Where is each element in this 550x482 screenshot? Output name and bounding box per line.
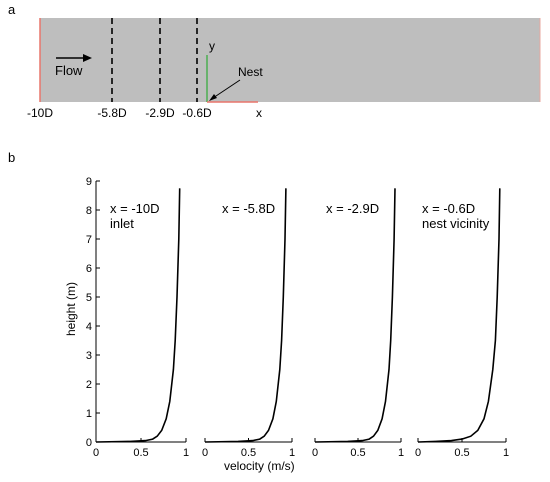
velocity-profile-line xyxy=(314,188,396,443)
profile-title: x = -0.6D xyxy=(422,201,475,216)
y-tick-label: 5 xyxy=(86,292,92,304)
profile-panel-2: 0 0.5 1 x = -5.8D xyxy=(202,188,295,459)
y-tick-label: 9 xyxy=(86,176,92,188)
section-lines: -10D -5.8D -2.9D -0.6D xyxy=(27,18,212,120)
flow-label: Flow xyxy=(55,63,83,78)
x-tick-label: 0.5 xyxy=(454,447,469,459)
section-label-s3: -2.9D xyxy=(145,106,175,120)
axis-x-label: x xyxy=(256,106,262,120)
x-tick-label: 0 xyxy=(202,447,208,459)
x-tick-label: 0 xyxy=(415,447,421,459)
y-tick-label: 8 xyxy=(86,205,92,217)
y-tick-label: 4 xyxy=(86,321,92,333)
y-tick-label: 1 xyxy=(86,408,92,420)
x-tick-label: 1 xyxy=(398,447,404,459)
flow-domain xyxy=(40,18,540,102)
nest-label: Nest xyxy=(238,65,263,79)
section-label-s4: -0.6D xyxy=(182,106,212,120)
panel-b-label: b xyxy=(8,150,15,165)
velocity-profile-line xyxy=(204,188,287,443)
profile-title: x = -5.8D xyxy=(222,201,275,216)
x-tick-label: 0.5 xyxy=(241,447,256,459)
x-tick-label: 0 xyxy=(312,447,318,459)
x-tick-label: 1 xyxy=(183,447,189,459)
x-tick-label: 1 xyxy=(503,447,509,459)
x-tick-label: 0.5 xyxy=(350,447,365,459)
y-axis-title: height (m) xyxy=(64,282,78,336)
y-tick-label: 6 xyxy=(86,263,92,275)
y-tick-label: 2 xyxy=(86,379,92,391)
y-tick-label: 7 xyxy=(86,234,92,246)
flow-arrow xyxy=(56,54,92,62)
axis-y-label: y xyxy=(209,39,215,53)
section-label-s1: -10D xyxy=(27,106,53,120)
profile-title: x = -2.9D xyxy=(326,201,379,216)
x-axis-title: velocity (m/s) xyxy=(224,459,295,473)
x-tick-label: 0.5 xyxy=(133,447,148,459)
profile-title: x = -10D xyxy=(110,201,160,216)
y-tick-label: 0 xyxy=(86,437,92,449)
velocity-profile-line xyxy=(95,188,181,443)
nest-pointer-arrow xyxy=(209,79,241,101)
velocity-profile-line xyxy=(417,188,501,443)
profile-title: inlet xyxy=(110,216,134,231)
y-tick-label: 3 xyxy=(86,350,92,362)
section-label-s2: -5.8D xyxy=(97,106,127,120)
x-tick-label: 0 xyxy=(93,447,99,459)
x-tick-label: 1 xyxy=(289,447,295,459)
panel-a-label: a xyxy=(8,2,16,17)
profile-panel-3: 0 0.5 1 x = -2.9D xyxy=(312,188,404,459)
profile-title: nest vicinity xyxy=(422,216,490,231)
